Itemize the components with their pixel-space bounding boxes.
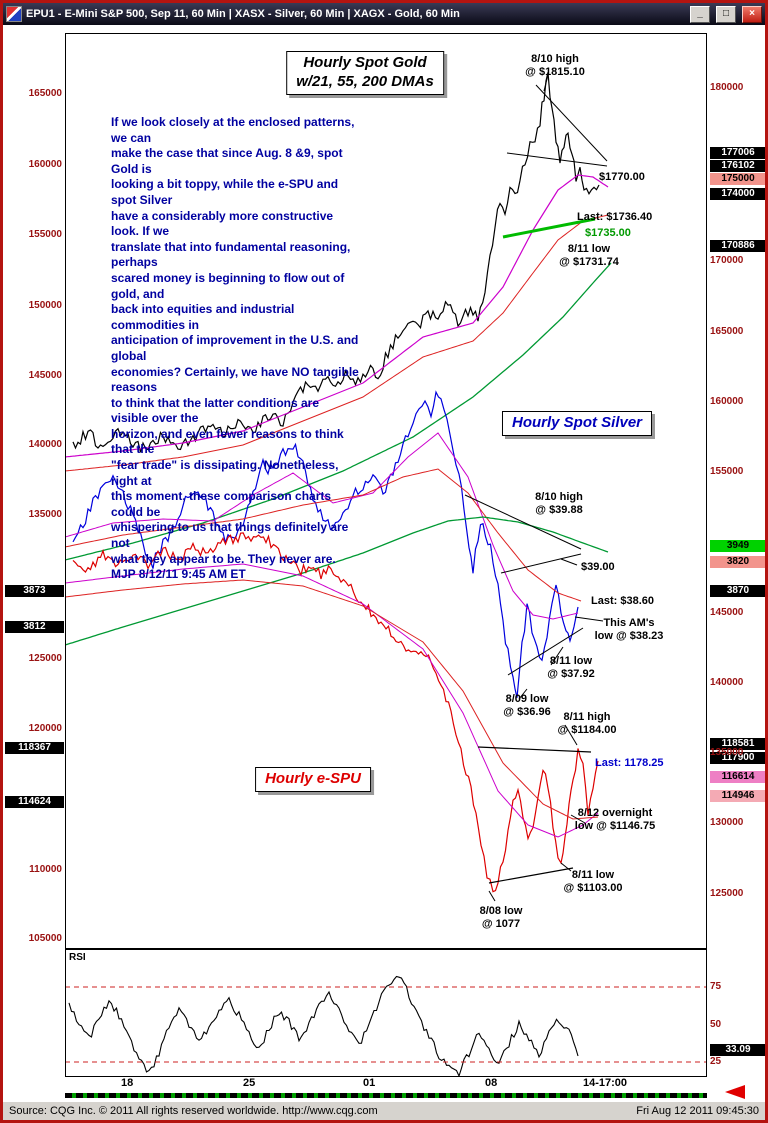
- axis-label: 170000: [710, 255, 744, 266]
- window-title: EPU1 - E-Mini S&P 500, Sep 11, 60 Min | …: [26, 8, 460, 20]
- rsi-panel-label: RSI: [69, 952, 86, 963]
- chart-annotation: $1735.00: [585, 227, 631, 239]
- axis-label: 160000: [28, 159, 62, 170]
- x-axis-label: 18: [121, 1077, 134, 1089]
- price-badge: 118581: [710, 738, 765, 750]
- axis-label: 75: [710, 981, 722, 992]
- maximize-button[interactable]: □: [716, 5, 736, 23]
- status-source-text: Source: CQG Inc. © 2011 All rights reser…: [9, 1105, 378, 1117]
- x-axis-label: 25: [243, 1077, 256, 1089]
- axis-label: 50: [710, 1019, 722, 1030]
- price-badge: 33.09: [710, 1044, 765, 1056]
- axis-label: 120000: [28, 723, 62, 734]
- chart-annotation: 8/11 high @ $1184.00: [557, 711, 617, 736]
- x-axis-label: 01: [363, 1077, 376, 1089]
- title-bar: EPU1 - E-Mini S&P 500, Sep 11, 60 Min | …: [3, 3, 765, 25]
- price-badge: 3873: [5, 585, 64, 597]
- price-badge: 114946: [710, 790, 765, 802]
- axis-label: 145000: [28, 370, 62, 381]
- chart-canvas: If we look closely at the enclosed patte…: [3, 25, 765, 1101]
- chart-annotation: 8/08 low @ 1077: [479, 905, 523, 930]
- axis-label: 125000: [28, 653, 62, 664]
- chart-title-box: Hourly Spot Silver: [501, 411, 653, 436]
- minimize-icon: _: [697, 8, 703, 19]
- axis-label: 140000: [710, 677, 744, 688]
- axis-label: 165000: [28, 88, 62, 99]
- chart-annotation: This AM's low @ $38.23: [594, 617, 664, 642]
- maximize-icon: □: [722, 8, 730, 19]
- axis-label: 155000: [28, 229, 62, 240]
- price-badge: 176102: [710, 160, 765, 172]
- axis-label: 110000: [29, 864, 62, 875]
- minimize-button[interactable]: _: [690, 5, 710, 23]
- price-badge: 118367: [5, 742, 64, 754]
- chart-annotation: 8/10 high @ $1815.10: [525, 53, 585, 78]
- chart-annotation: Last: 1178.25: [595, 757, 664, 769]
- chart-annotation: 8/11 low @ $37.92: [547, 655, 595, 680]
- scroll-to-end-icon[interactable]: [725, 1085, 745, 1099]
- app-icon[interactable]: [6, 6, 22, 22]
- status-bar: Source: CQG Inc. © 2011 All rights reser…: [3, 1101, 765, 1120]
- price-badge: 170886: [710, 240, 765, 252]
- axis-label: 105000: [28, 933, 62, 944]
- axis-label: 150000: [28, 300, 62, 311]
- axis-label: 160000: [710, 396, 744, 407]
- price-badge: 3820: [710, 556, 765, 568]
- chart-annotation: 8/12 overnight low @ $1146.75: [574, 807, 656, 832]
- price-badge: 116614: [710, 771, 765, 783]
- price-badge: 117900: [710, 752, 765, 764]
- chart-annotation: 8/11 low @ $1731.74: [559, 243, 619, 268]
- price-badge: 114624: [5, 796, 64, 808]
- axis-label: 130000: [710, 817, 744, 828]
- axis-label: 125000: [710, 888, 744, 899]
- close-icon: ×: [749, 8, 755, 19]
- chart-annotation: $39.00: [581, 561, 615, 573]
- price-badge: 3870: [710, 585, 765, 597]
- rsi-plot-region[interactable]: [65, 949, 707, 1077]
- axis-label: 140000: [28, 439, 62, 450]
- chart-annotation: 8/09 low @ $36.96: [503, 693, 551, 718]
- session-strip: [65, 1093, 707, 1098]
- analyst-commentary: If we look closely at the enclosed patte…: [111, 115, 359, 582]
- axis-label: 165000: [710, 326, 744, 337]
- x-axis-label: 14-17:00: [583, 1077, 628, 1089]
- price-badge: 3812: [5, 621, 64, 633]
- axis-label: 145000: [710, 607, 744, 618]
- chart-annotation: Last: $38.60: [591, 595, 654, 607]
- chart-annotation: 8/10 high @ $39.88: [535, 491, 583, 516]
- axis-label: 135000: [28, 509, 62, 520]
- chart-title-box: Hourly e-SPU: [255, 767, 371, 792]
- axis-label: 180000: [710, 82, 744, 93]
- axis-label: 135000: [710, 747, 744, 758]
- price-badge: 174000: [710, 188, 765, 200]
- axis-label: 25: [710, 1056, 722, 1067]
- price-badge: 175000: [710, 173, 765, 185]
- chart-annotation: 8/11 low @ $1103.00: [563, 869, 623, 894]
- price-badge: 3949: [710, 540, 765, 552]
- chart-annotation: Last: $1736.40: [577, 211, 653, 223]
- close-button[interactable]: ×: [742, 5, 762, 23]
- chart-annotation: $1770.00: [599, 171, 645, 183]
- axis-label: 155000: [710, 466, 744, 477]
- price-badge: 177006: [710, 147, 765, 159]
- status-datetime: Fri Aug 12 2011 09:45:30: [636, 1105, 759, 1117]
- chart-title-box: Hourly Spot Gold w/21, 55, 200 DMAs: [286, 51, 444, 95]
- x-axis-label: 08: [485, 1077, 498, 1089]
